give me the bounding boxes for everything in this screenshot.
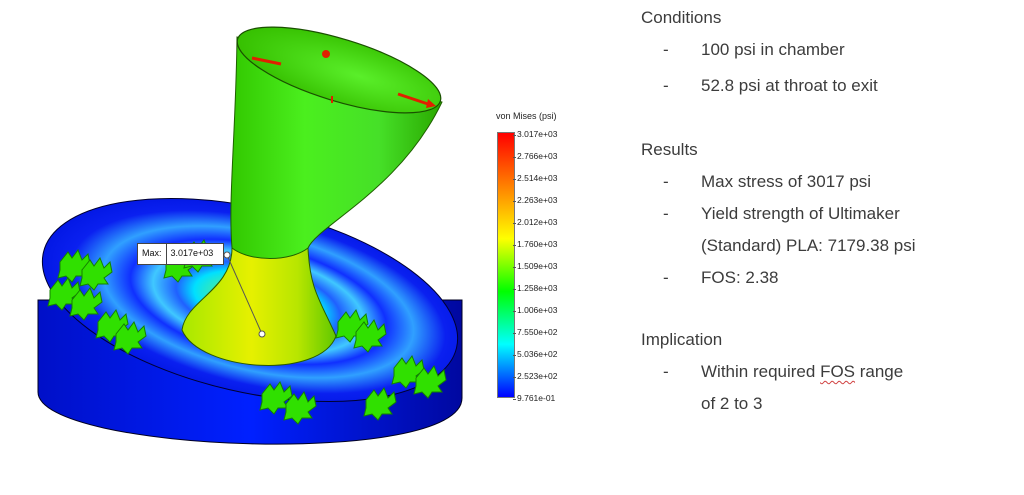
legend-tick-label: 1.509e+03	[512, 261, 558, 271]
probe-value: 3.017e+03	[165, 244, 224, 264]
legend-tick-label: 3.017e+03	[512, 129, 558, 139]
legend-tick-label: 7.550e+02	[512, 327, 558, 337]
list-item-text: 100 psi in chamber	[701, 40, 845, 59]
bullet-dash: -	[663, 40, 669, 59]
legend-tick-label: 2.514e+03	[512, 173, 558, 183]
color-scale-bar	[497, 132, 515, 398]
probe-label: Max:	[142, 248, 162, 258]
max-stress-probe: Max: 3.017e+03	[137, 243, 225, 265]
list-item-text: Max stress of 3017 psi	[701, 172, 872, 191]
list-item-text: (Standard) PLA: 7179.38 psi	[701, 236, 916, 255]
legend-tick-label: 2.766e+03	[512, 151, 558, 161]
results-heading: Results	[641, 140, 698, 159]
legend-tick-label: 1.006e+03	[512, 305, 558, 315]
list-item-text: 52.8 psi at throat to exit	[701, 76, 878, 95]
fixture-markers	[47, 238, 447, 425]
conditions-heading: Conditions	[641, 8, 722, 27]
bullet-dash: -	[663, 76, 669, 95]
legend-tick-label: 1.760e+03	[512, 239, 558, 249]
list-item-text: Yield strength of Ultimaker	[701, 204, 900, 223]
implication-suffix: range	[855, 362, 904, 381]
stress-simulation-render	[37, 26, 463, 445]
bullet-dash: -	[663, 362, 669, 381]
fos-spellcheck-word[interactable]: FOS	[820, 362, 856, 381]
bullet-dash: -	[663, 172, 669, 191]
legend-tick-label: 2.012e+03	[512, 217, 558, 227]
implication-prefix: Within required	[701, 362, 821, 381]
list-item-text: Within required FOS range	[701, 362, 903, 382]
bullet-dash: -	[663, 204, 669, 223]
bullet-dash: -	[663, 268, 669, 287]
legend-tick-label: 2.263e+03	[512, 195, 558, 205]
legend-title: von Mises (psi)	[496, 111, 557, 121]
list-item-text: FOS: 2.38	[701, 268, 779, 287]
implication-heading: Implication	[641, 330, 723, 349]
legend-tick-label: 9.761e-01	[512, 393, 556, 403]
list-item-text: of 2 to 3	[701, 394, 763, 413]
legend-tick-label: 5.036e+02	[512, 349, 558, 359]
legend-tick-label: 2.523e+02	[512, 371, 558, 381]
legend-tick-label: 1.258e+03	[512, 283, 558, 293]
